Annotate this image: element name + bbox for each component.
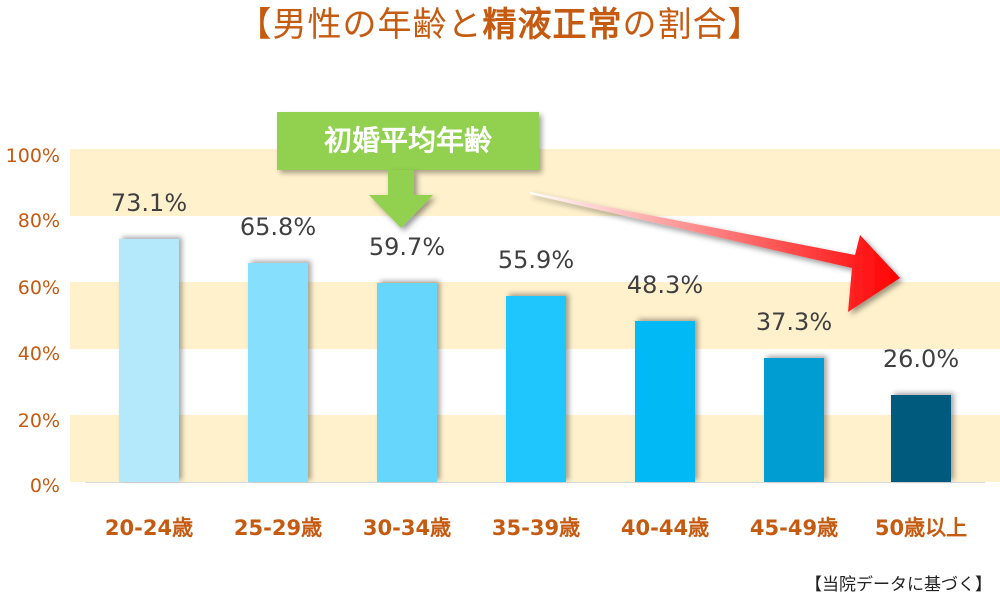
y-tick-100: 100% — [5, 145, 60, 167]
x-label: 35-39歳 — [491, 516, 581, 540]
x-label: 25-29歳 — [233, 516, 323, 540]
value-label: 26.0% — [882, 345, 960, 374]
y-tick-40: 40% — [17, 343, 60, 365]
x-label: 40-44歳 — [620, 516, 710, 540]
bar-5 — [764, 357, 824, 482]
x-label: 30-34歳 — [362, 516, 452, 540]
bar-1 — [248, 262, 308, 482]
y-tick-20: 20% — [17, 410, 60, 432]
y-tick-60: 60% — [17, 277, 60, 299]
x-label: 50歳以上 — [874, 516, 968, 540]
x-label: 45-49歳 — [749, 516, 839, 540]
bar-4 — [635, 321, 695, 482]
callout-first-marriage-age: 初婚平均年齢 — [277, 112, 539, 170]
data-source-note: 【当院データに基づく】 — [805, 575, 992, 595]
y-tick-80: 80% — [17, 210, 60, 232]
bar-6 — [891, 395, 951, 482]
value-label: 73.1% — [110, 188, 188, 217]
title-suffix: の割合】 — [622, 5, 763, 45]
x-label: 20-24歳 — [104, 516, 194, 540]
bar-2 — [377, 283, 437, 482]
title-bold: 精液正常 — [482, 5, 623, 45]
x-axis-line — [85, 482, 985, 483]
value-label: 59.7% — [368, 233, 446, 262]
value-label: 37.3% — [755, 307, 833, 336]
title-prefix: 【男性の年齢と — [237, 5, 483, 45]
value-label: 65.8% — [239, 212, 317, 241]
bar-3 — [506, 295, 566, 482]
bar-0 — [119, 238, 179, 482]
y-tick-0: 0% — [29, 475, 60, 497]
value-label: 55.9% — [497, 245, 575, 274]
chart-title: 【男性の年齢と精液正常の割合】 — [0, 0, 1000, 50]
value-label: 48.3% — [626, 271, 704, 300]
